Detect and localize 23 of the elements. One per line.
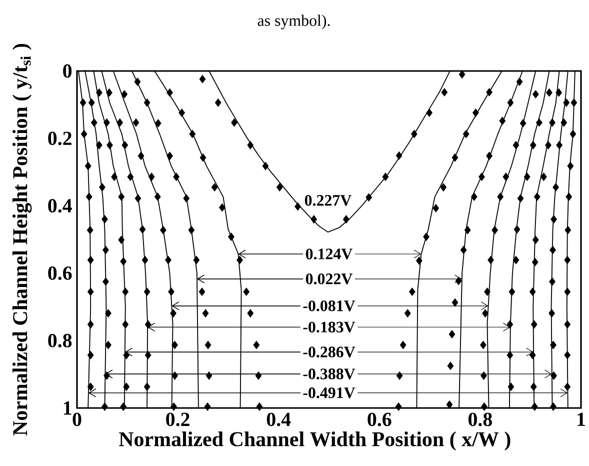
x-tick-label: 0 (72, 412, 82, 426)
y-axis-title: Normalized Channel Height Position ( y/t$_{si}$ ) (12, 44, 32, 436)
x-tick-label: 0.4 (266, 412, 291, 426)
annotation: 0.227V (304, 194, 352, 206)
annotation: -0.081V (303, 300, 356, 312)
x-tick-label: 1 (578, 412, 585, 426)
text: as symbol). (258, 14, 330, 30)
y-tick-label: 0.8 (48, 334, 72, 348)
annotation: -0.183V (303, 322, 356, 333)
y-tick-label: 0.4 (48, 199, 72, 213)
annotation: -0.491V (303, 387, 356, 398)
x-tick-label: 0.6 (368, 412, 392, 426)
y-tick-label: 0 (63, 64, 72, 78)
x-axis-title: Normalized Channel Width Position ( x/W ) (119, 432, 510, 451)
y-tick-label: 0.6 (48, 266, 72, 280)
annotation: 0.124V (306, 248, 353, 260)
x-tick-label: 0.8 (468, 412, 492, 426)
annotation: -0.286V (303, 346, 356, 358)
y-tick-label: 1 (64, 401, 72, 415)
annotation: -0.388V (303, 368, 356, 380)
y-tick-label: 0.2 (48, 132, 72, 146)
annotation: 0.022V (306, 274, 353, 284)
x-tick-label: 0.2 (166, 412, 190, 426)
